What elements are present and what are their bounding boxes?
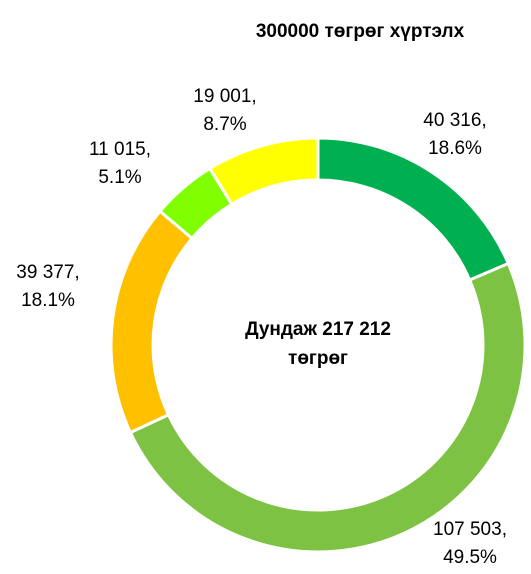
data-label: 11 015, bbox=[89, 139, 151, 160]
donut-segment bbox=[207, 136, 320, 207]
donut-segment bbox=[316, 136, 511, 283]
data-label: 5.1% bbox=[98, 167, 141, 188]
data-label: 19 001, bbox=[193, 86, 256, 107]
chart-title: 300000 төгрөг хүртэлх bbox=[256, 21, 465, 42]
center-label: Дундаж 217 212 bbox=[245, 319, 391, 340]
data-label: 8.7% bbox=[203, 114, 246, 135]
donut-segment bbox=[128, 261, 527, 554]
data-label: 39 377, bbox=[16, 262, 79, 283]
data-label: 49.5% bbox=[443, 547, 497, 568]
donut-segment bbox=[109, 209, 195, 435]
data-label: 40 316, bbox=[423, 110, 486, 131]
data-label: 18.1% bbox=[21, 290, 75, 311]
data-label: 18.6% bbox=[428, 138, 482, 159]
center-label: төгрөг bbox=[288, 348, 348, 369]
data-label: 107 503, bbox=[433, 519, 507, 540]
